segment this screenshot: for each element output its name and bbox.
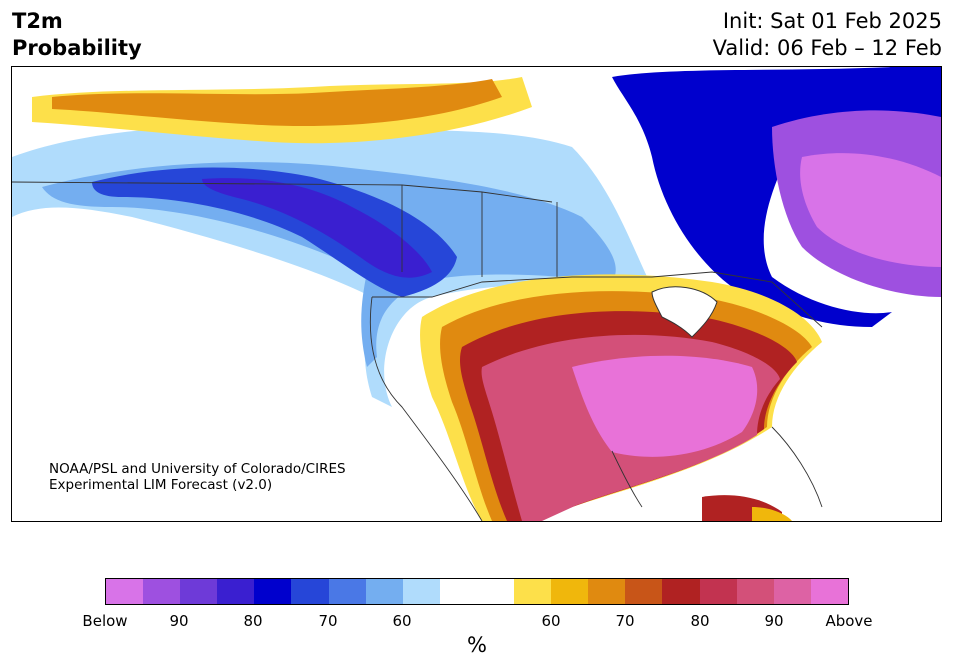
map-outlines — [12, 181, 823, 521]
tick-label: 90 — [764, 612, 784, 630]
colorbar-cell — [662, 579, 700, 604]
title-line-1: T2m — [12, 9, 63, 33]
colorbar-cell — [514, 579, 552, 604]
credit-line-1: NOAA/PSL and University of Colorado/CIRE… — [49, 461, 346, 477]
colorbar-ticks: Below 90 80 70 60 60 70 80 90 Above — [0, 612, 954, 632]
colorbar-cell — [291, 579, 329, 604]
colorbar-cell — [106, 579, 144, 604]
tick-label: 60 — [392, 612, 412, 630]
colorbar-cell — [254, 579, 292, 604]
tick-label: Below — [82, 612, 128, 630]
colorbar-cell — [439, 579, 477, 604]
credit-line-2: Experimental LIM Forecast (v2.0) — [49, 477, 273, 493]
credit-text: NOAA/PSL and University of Colorado/CIRE… — [49, 461, 346, 493]
warm-strip-north-core — [52, 79, 502, 127]
forecast-dates: Init: Sat 01 Feb 2025 Valid: 06 Feb – 12… — [713, 8, 942, 62]
purple-northeast-core — [800, 153, 941, 267]
colorbar-cell — [328, 579, 366, 604]
tick-label: Above — [825, 612, 873, 630]
tick-label: 70 — [615, 612, 635, 630]
init-date: Init: Sat 01 Feb 2025 — [722, 9, 942, 33]
title-line-2: Probability — [12, 36, 142, 60]
colorbar-cell — [810, 579, 848, 604]
colorbar-cell — [736, 579, 774, 604]
tick-label: 70 — [318, 612, 338, 630]
tick-label: 80 — [243, 612, 263, 630]
tick-label: 80 — [690, 612, 710, 630]
colorbar-cell — [365, 579, 403, 604]
colorbar-unit: % — [467, 633, 487, 657]
map-canvas — [12, 67, 941, 521]
colorbar-cell — [699, 579, 737, 604]
colorbar-cell — [773, 579, 811, 604]
colorbar-cell — [625, 579, 663, 604]
colorbar-cell — [588, 579, 626, 604]
colorbar — [105, 578, 849, 605]
colorbar-cell — [143, 579, 181, 604]
tick-label: 60 — [541, 612, 561, 630]
cold-band-core — [202, 178, 432, 278]
warm-band-core — [572, 355, 758, 457]
map-title: T2m Probability — [12, 8, 142, 62]
valid-date: Valid: 06 Feb – 12 Feb — [712, 36, 942, 60]
probability-map — [11, 66, 942, 522]
cold-band-mid — [42, 162, 616, 367]
colorbar-cell — [180, 579, 218, 604]
colorbar-cell — [217, 579, 255, 604]
great-lakes — [651, 286, 718, 338]
colorbar-cell — [402, 579, 440, 604]
cold-band-deep — [92, 167, 457, 297]
colorbar-cell — [551, 579, 589, 604]
tick-label: 90 — [169, 612, 189, 630]
warm-caribbean-tip — [752, 507, 792, 521]
colorbar-cell — [476, 579, 515, 604]
cold-northeast — [612, 67, 941, 327]
